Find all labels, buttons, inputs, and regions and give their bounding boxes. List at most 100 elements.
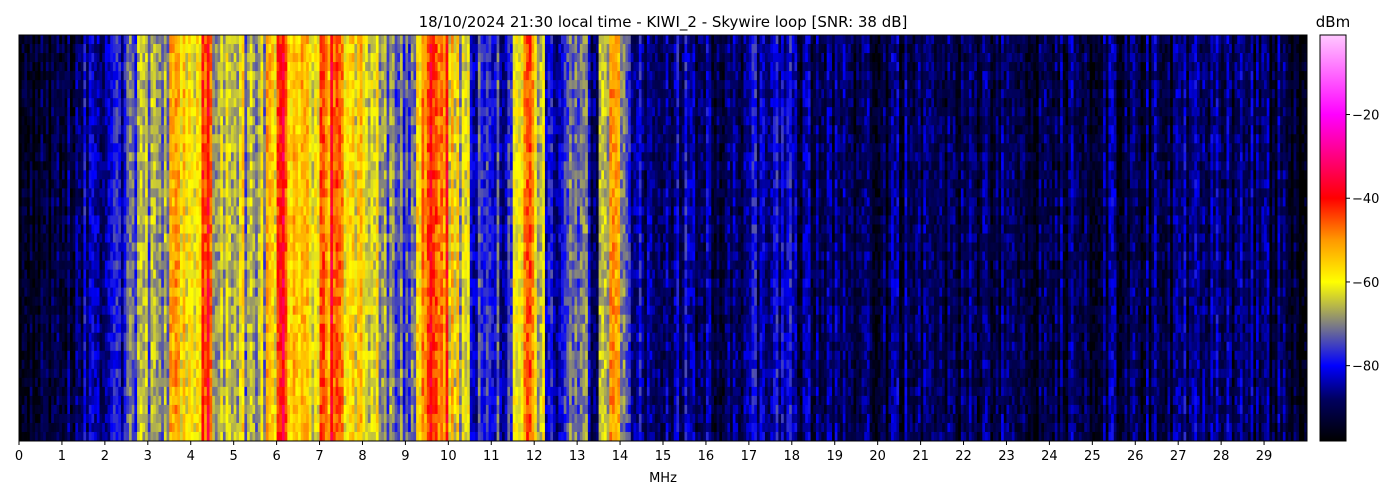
heatmap-cell	[51, 107, 54, 116]
heatmap-cell	[91, 315, 94, 324]
heatmap-cell	[22, 351, 25, 360]
heatmap-cell	[22, 324, 25, 333]
heatmap-cell	[43, 116, 46, 125]
heatmap-cell	[91, 369, 94, 378]
heatmap-cell	[27, 179, 30, 188]
heatmap-cell	[70, 197, 73, 206]
heatmap-cell	[32, 261, 35, 270]
heatmap-cell	[51, 161, 54, 170]
heatmap-cell	[43, 215, 46, 224]
heatmap-cell	[57, 288, 60, 297]
heatmap-cell	[40, 297, 43, 306]
heatmap-cell	[57, 53, 60, 62]
heatmap-cell	[73, 333, 76, 342]
heatmap-cell	[49, 387, 52, 396]
heatmap-cell	[89, 80, 92, 89]
heatmap-cell	[40, 35, 43, 44]
heatmap-cell	[67, 351, 70, 360]
heatmap-cell	[40, 161, 43, 170]
heatmap-cell	[51, 342, 54, 351]
heatmap-cell	[78, 35, 81, 44]
heatmap-cell	[65, 44, 68, 53]
heatmap-cell	[51, 252, 54, 261]
heatmap-cell	[54, 288, 57, 297]
heatmap-cell	[91, 179, 94, 188]
heatmap-cell	[65, 288, 68, 297]
heatmap-cell	[62, 351, 65, 360]
heatmap-cell	[73, 243, 76, 252]
heatmap-cell	[51, 387, 54, 396]
heatmap-cell	[86, 270, 89, 279]
heatmap-cell	[59, 71, 62, 80]
heatmap-cell	[30, 233, 33, 242]
heatmap-cell	[54, 315, 57, 324]
heatmap-cell	[43, 360, 46, 369]
heatmap-cell	[32, 270, 35, 279]
heatmap-cell	[86, 396, 89, 405]
heatmap-cell	[94, 270, 97, 279]
heatmap-cell	[75, 233, 78, 242]
heatmap-cell	[78, 44, 81, 53]
heatmap-cell	[67, 243, 70, 252]
heatmap-cell	[40, 62, 43, 71]
heatmap-cell	[46, 35, 49, 44]
heatmap-cell	[91, 44, 94, 53]
heatmap-cell	[78, 360, 81, 369]
heatmap-cell	[62, 324, 65, 333]
heatmap-cell	[62, 197, 65, 206]
heatmap-cell	[89, 261, 92, 270]
heatmap-cell	[54, 125, 57, 134]
heatmap-cell	[89, 206, 92, 215]
heatmap-cell	[22, 360, 25, 369]
heatmap-cell	[81, 224, 84, 233]
heatmap-cell	[35, 315, 38, 324]
heatmap-cell	[57, 224, 60, 233]
heatmap-cell	[40, 315, 43, 324]
heatmap-cell	[81, 270, 84, 279]
heatmap-cell	[89, 315, 92, 324]
heatmap-cell	[86, 333, 89, 342]
heatmap-cell	[70, 360, 73, 369]
heatmap-cell	[75, 62, 78, 71]
heatmap-cell	[57, 387, 60, 396]
heatmap-cell	[38, 432, 41, 441]
heatmap-cell	[73, 170, 76, 179]
heatmap-cell	[32, 233, 35, 242]
heatmap-cell	[40, 396, 43, 405]
heatmap-cell	[22, 53, 25, 62]
heatmap-cell	[78, 98, 81, 107]
heatmap-cell	[32, 179, 35, 188]
heatmap-cell	[38, 35, 41, 44]
heatmap-cell	[83, 44, 86, 53]
heatmap-cell	[24, 107, 27, 116]
heatmap-cell	[78, 62, 81, 71]
heatmap-cell	[81, 306, 84, 315]
heatmap-cell	[67, 179, 70, 188]
heatmap-cell	[73, 233, 76, 242]
heatmap-cell	[94, 360, 97, 369]
heatmap-cell	[30, 351, 33, 360]
heatmap-cell	[67, 252, 70, 261]
heatmap-cell	[32, 387, 35, 396]
heatmap-cell	[97, 71, 100, 80]
heatmap-cell	[86, 188, 89, 197]
heatmap-cell	[89, 414, 92, 423]
heatmap-cell	[75, 197, 78, 206]
heatmap-cell	[59, 143, 62, 152]
heatmap-cell	[83, 35, 86, 44]
heatmap-cell	[38, 134, 41, 143]
heatmap-cell	[49, 297, 52, 306]
heatmap-cell	[62, 297, 65, 306]
heatmap-cell	[38, 125, 41, 134]
heatmap-cell	[91, 405, 94, 414]
heatmap-cell	[32, 306, 35, 315]
heatmap-cell	[73, 143, 76, 152]
heatmap-cell	[75, 35, 78, 44]
heatmap-cell	[65, 387, 68, 396]
heatmap-cell	[94, 161, 97, 170]
heatmap-cell	[38, 414, 41, 423]
heatmap-cell	[59, 170, 62, 179]
heatmap-cell	[35, 270, 38, 279]
heatmap-cell	[89, 432, 92, 441]
heatmap-cell	[67, 423, 70, 432]
